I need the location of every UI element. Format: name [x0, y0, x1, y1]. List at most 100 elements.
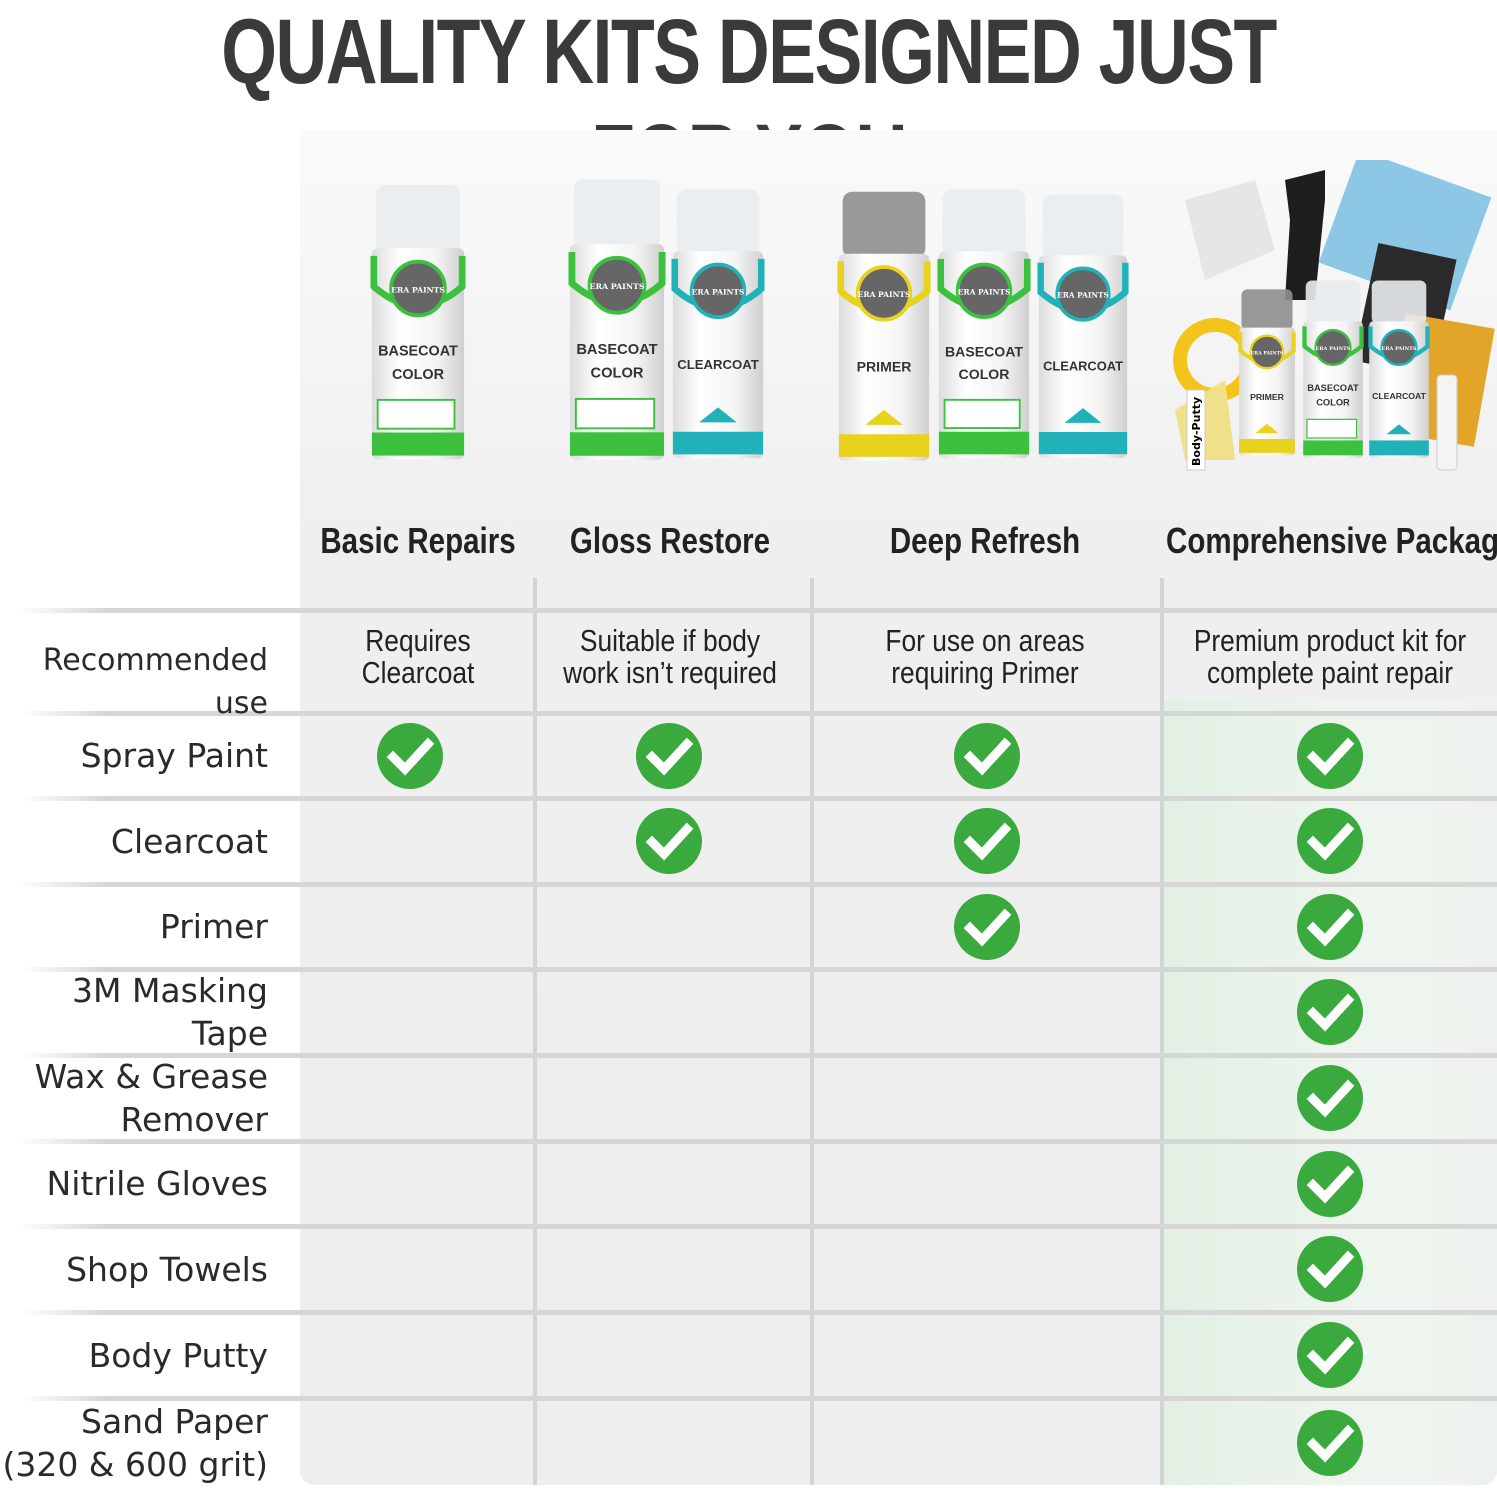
row-label: Shop Towels: [66, 1248, 268, 1291]
kit-name: Basic Repairs: [320, 520, 516, 561]
kit-name: Comprehensive Package: [1166, 520, 1497, 561]
row-label: 3M Masking Tape: [72, 969, 268, 1055]
checkmark-icon: [1297, 979, 1363, 1045]
row-label-line: Shop Towels: [66, 1249, 268, 1289]
era-logo-text: ERA PAINTS: [958, 288, 1011, 297]
clearcoat-spray-can: ERA PAINTS CLEARCOAT: [1037, 194, 1129, 458]
era-logo-text: ERA PAINTS: [1382, 346, 1417, 352]
row-label-line: 3M Masking: [72, 971, 268, 1010]
era-logo-text: ERA PAINTS: [858, 290, 911, 299]
wax-grease-remover: [1436, 374, 1458, 471]
row-label-line: Nitrile Gloves: [46, 1164, 268, 1203]
era-logo-text: ERA PAINTS: [1057, 291, 1109, 300]
checkmark-icon: [636, 722, 702, 789]
row-label-line: Sand Paper: [81, 1401, 268, 1441]
clearcoat-spray-can: ERA PAINTS CLEARCOAT: [671, 189, 765, 459]
can-label: COLOR: [959, 366, 1010, 382]
checkmark-icon: [1297, 722, 1363, 789]
spray-bottle: [1285, 170, 1325, 300]
basecoat-spray-can: ERA PAINTS BASECOAT COLOR: [370, 184, 466, 460]
row-divider: [20, 1224, 1497, 1229]
recommended-use-text: Requires Clearcoat: [257, 625, 580, 689]
can-label: BASECOAT: [1307, 383, 1359, 393]
row-label-line: Primer: [159, 907, 268, 946]
row-label-recommended-use: Recommended use: [42, 643, 268, 721]
can-label: COLOR: [392, 367, 445, 383]
column-divider: [810, 578, 814, 1485]
basecoat-spray-can: ERA PAINTS BASECOAT COLOR: [568, 179, 666, 460]
checkmark-icon: [954, 808, 1020, 874]
checkmark-icon: [1297, 1409, 1363, 1476]
can-label: CLEARCOAT: [1372, 391, 1426, 401]
recommended-use-line: Clearcoat: [361, 655, 475, 690]
recommended-use-line: complete paint repair: [1206, 655, 1454, 690]
checkmark-icon: [1297, 1322, 1363, 1388]
can-label: CLEARCOAT: [1043, 358, 1123, 373]
body-putty-tube: [1186, 389, 1206, 471]
row-divider: [20, 1310, 1497, 1315]
checkmark-icon: [1297, 808, 1363, 874]
can-label: COLOR: [590, 365, 643, 381]
row-label: Clearcoat: [111, 820, 268, 863]
recommended-use-line: Requires: [365, 623, 471, 658]
recommended-use-line: Premium product kit for: [1193, 623, 1467, 658]
checkmark-icon: [1297, 1236, 1363, 1302]
row-divider: [20, 882, 1497, 887]
basecoat-spray-can: ERA PAINTS BASECOAT COLOR: [1302, 280, 1364, 458]
row-label-line: (320 & 600 grit): [2, 1444, 268, 1484]
row-label-line: Clearcoat: [110, 821, 268, 861]
era-logo-text: ERA PAINTS: [391, 285, 445, 294]
row-label: Wax & Grease Remover: [35, 1055, 268, 1141]
can-label: PRIMER: [1250, 392, 1285, 402]
recommended-use-line: work isn’t required: [563, 655, 777, 690]
row-divider: [20, 1396, 1497, 1401]
can-label: CLEARCOAT: [677, 357, 759, 372]
can-label: BASECOAT: [576, 342, 657, 358]
row-label: Nitrile Gloves: [47, 1162, 268, 1205]
row-divider: [20, 796, 1497, 801]
row-label-line: Body Putty: [88, 1335, 268, 1375]
row-divider: [20, 1139, 1497, 1144]
column-divider: [1160, 578, 1164, 1485]
row-label: Spray Paint: [81, 734, 268, 777]
column-divider: [533, 578, 537, 1485]
era-logo-text: ERA PAINTS: [692, 288, 745, 297]
nitrile-gloves: [1185, 180, 1275, 280]
primer-spray-can: ERA PAINTS PRIMER: [1238, 289, 1296, 456]
checkmark-icon: [377, 722, 443, 789]
row-label-line: Tape: [191, 1014, 268, 1053]
basecoat-spray-can: ERA PAINTS BASECOAT COLOR: [937, 189, 1031, 459]
recommended-use-text: Premium product kit for complete paint re…: [1169, 625, 1492, 689]
recommended-use-text: Suitable if body work isn’t required: [509, 625, 832, 689]
recommended-use-line: requiring Primer: [891, 655, 1079, 690]
can-label: BASECOAT: [945, 344, 1023, 360]
recommended-use-text: For use on areas requiring Primer: [824, 625, 1147, 689]
row-label: Sand Paper (320 & 600 grit): [2, 1400, 268, 1486]
body-putty-label: Body-Putty: [1190, 397, 1203, 466]
primer-spray-can: ERA PAINTS PRIMER: [837, 191, 931, 461]
era-logo-text: ERA PAINTS: [1316, 346, 1351, 352]
row-label-line: Spray Paint: [80, 736, 268, 775]
row-divider: [20, 1053, 1497, 1058]
checkmark-icon: [954, 893, 1020, 960]
kit-name: Deep Refresh: [889, 520, 1081, 561]
checkmark-icon: [636, 808, 702, 874]
checkmark-icon: [1297, 1150, 1363, 1217]
clearcoat-spray-can: ERA PAINTS CLEARCOAT: [1368, 280, 1430, 458]
checkmark-icon: [1297, 893, 1363, 960]
row-label: Body Putty: [89, 1334, 268, 1377]
can-label: COLOR: [1316, 398, 1350, 408]
row-label-line: Remover: [120, 1100, 269, 1139]
row-label-line: Wax & Grease: [34, 1057, 268, 1096]
can-label: PRIMER: [857, 358, 912, 374]
era-logo-text: ERA PAINTS: [590, 282, 645, 291]
kit-name: Gloss Restore: [569, 520, 771, 561]
row-divider: [20, 711, 1497, 716]
row-label: Primer: [160, 905, 268, 948]
can-label: BASECOAT: [378, 344, 458, 360]
row-divider: [20, 967, 1497, 972]
recommended-use-line: For use on areas: [885, 623, 1085, 658]
row-divider: [20, 608, 1497, 613]
checkmark-icon: [954, 722, 1020, 789]
era-logo-text: ERA PAINTS: [1251, 350, 1284, 356]
